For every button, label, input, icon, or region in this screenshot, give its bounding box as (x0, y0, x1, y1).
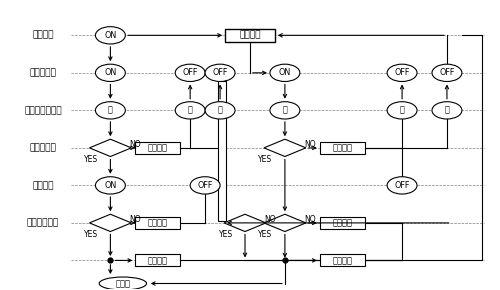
Text: モーターバルブ: モーターバルブ (24, 106, 62, 115)
Circle shape (96, 177, 126, 194)
Text: アラーム: アラーム (240, 31, 261, 40)
Text: タイマー: タイマー (148, 218, 168, 227)
Circle shape (205, 64, 235, 81)
Circle shape (190, 177, 220, 194)
Text: タイマー: タイマー (332, 218, 352, 227)
Text: YES: YES (84, 230, 98, 239)
Circle shape (270, 102, 300, 119)
Text: 起動指令: 起動指令 (32, 31, 54, 40)
Polygon shape (90, 139, 132, 157)
Circle shape (175, 64, 205, 81)
Bar (136, 217, 180, 229)
Circle shape (387, 64, 417, 81)
Text: 開: 開 (108, 106, 113, 115)
Text: ON: ON (279, 68, 291, 77)
Text: 運　転: 運 転 (116, 279, 130, 288)
Circle shape (387, 177, 417, 194)
Text: 閉: 閉 (400, 106, 404, 115)
Text: 抽気ポンプ: 抽気ポンプ (30, 68, 56, 77)
Circle shape (387, 102, 417, 119)
Text: タイマー: タイマー (332, 256, 352, 265)
Text: タイマー: タイマー (148, 143, 168, 152)
Circle shape (205, 102, 235, 119)
Circle shape (432, 102, 462, 119)
Text: NO: NO (264, 215, 276, 224)
Circle shape (270, 64, 300, 81)
Polygon shape (90, 214, 132, 231)
Bar (225, 29, 275, 42)
Bar (136, 254, 180, 267)
Circle shape (96, 102, 126, 119)
Text: YES: YES (258, 155, 272, 164)
Text: NO: NO (304, 140, 316, 149)
Bar (136, 142, 180, 154)
Text: 閉: 閉 (218, 106, 222, 115)
Text: OFF: OFF (212, 68, 228, 77)
Text: NO: NO (130, 215, 141, 224)
Text: YES: YES (84, 155, 98, 164)
Text: OFF: OFF (198, 181, 213, 190)
Text: ON: ON (104, 68, 117, 77)
Text: ON: ON (104, 31, 117, 40)
Polygon shape (224, 214, 266, 231)
Text: 開: 開 (282, 106, 288, 115)
Bar (320, 142, 364, 154)
Polygon shape (264, 139, 306, 157)
Circle shape (96, 27, 126, 44)
Text: OFF: OFF (394, 181, 410, 190)
Text: NO: NO (130, 140, 141, 149)
Circle shape (96, 64, 126, 81)
Text: 閉: 閉 (444, 106, 450, 115)
Text: OFF: OFF (182, 68, 198, 77)
Circle shape (175, 102, 205, 119)
Text: YES: YES (258, 230, 272, 239)
Text: 無送水検知器: 無送水検知器 (27, 218, 59, 227)
Text: タイマー: タイマー (332, 143, 352, 152)
Text: 閉: 閉 (188, 106, 192, 115)
Polygon shape (264, 214, 306, 231)
Bar (320, 217, 364, 229)
Bar (320, 254, 364, 267)
Text: OFF: OFF (394, 68, 410, 77)
Ellipse shape (99, 277, 146, 290)
Text: 主ポンプ: 主ポンプ (32, 181, 54, 190)
Text: NO: NO (304, 215, 316, 224)
Circle shape (432, 64, 462, 81)
Text: YES: YES (218, 230, 232, 239)
Text: タイマー: タイマー (148, 256, 168, 265)
Text: ON: ON (104, 181, 117, 190)
Text: OFF: OFF (440, 68, 454, 77)
Text: 満水検知器: 満水検知器 (30, 143, 56, 152)
Bar (218, 81, 226, 222)
